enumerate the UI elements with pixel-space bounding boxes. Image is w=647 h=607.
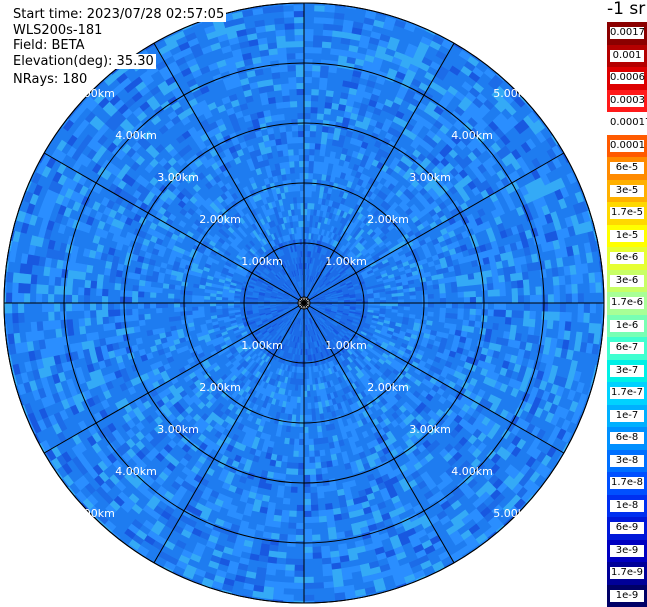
range-ring-label: 3.00km	[409, 423, 451, 436]
range-ring-labels: 1.00km 1.00km 1.00km 1.00km 2.00km 2.00km 2.00…	[73, 87, 535, 520]
nrays-label: NRays: 180	[11, 72, 90, 87]
colorbar-cell: 6e-8	[607, 427, 647, 450]
colorbar-cell: 0.0017	[607, 22, 647, 45]
colorbar-cell: 3e-5	[607, 179, 647, 202]
colorbar-cell: 0.00017	[607, 112, 647, 135]
instrument-label: WLS200s-181	[11, 23, 105, 38]
range-ring-label: 5.00km	[493, 87, 535, 100]
colorbar-label: 0.0003	[610, 94, 645, 107]
range-ring-label: 1.00km	[241, 339, 283, 352]
azimuth-spokes	[4, 3, 604, 603]
range-ring-label: 4.00km	[115, 465, 157, 478]
range-ring-label: 1.00km	[325, 339, 367, 352]
colorbar-label: 1e-6	[610, 319, 644, 332]
range-ring-label: 2.00km	[367, 381, 409, 394]
range-ring-label: 3.00km	[157, 171, 199, 184]
colorbar-cell: 3e-6	[607, 269, 647, 292]
colorbar-cell: 1.7e-9	[607, 562, 647, 585]
range-ring-label: 2.00km	[199, 213, 241, 226]
colorbar-label: 0.00017	[610, 117, 647, 130]
colorbar-cell: 0.0001	[607, 134, 647, 157]
range-ring-label: 1.00km	[241, 255, 283, 268]
colorbar-label: 1.7e-6	[610, 297, 644, 310]
colorbar-cell: 1.7e-5	[607, 202, 647, 225]
colorbar-label: 1.7e-9	[610, 567, 644, 580]
colorbar-label: 3e-9	[610, 544, 644, 557]
colorbar-cell: 1.7e-7	[607, 382, 647, 405]
colorbar-label: 1.7e-8	[610, 477, 644, 490]
colorbar-cell: 1e-9	[607, 584, 647, 607]
colorbar-cell: 1e-5	[607, 224, 647, 247]
colorbar-unit: -1 sr	[607, 0, 646, 19]
center-marker-tick	[301, 297, 305, 304]
colorbar-cell: 0.001	[607, 44, 647, 67]
range-ring-label: 5.00km	[73, 507, 115, 520]
azimuth-spoke	[153, 302, 305, 564]
colorbar-label: 3e-5	[610, 184, 644, 197]
colorbar-cell: 0.0006	[607, 67, 647, 90]
colorbar-label: 1.7e-7	[610, 387, 644, 400]
colorbar-cell: 1e-6	[607, 314, 647, 337]
colorbar-label: 6e-7	[610, 342, 644, 355]
colorbar-cell: 1e-8	[607, 494, 647, 517]
azimuth-spoke	[43, 152, 305, 304]
azimuth-spoke	[303, 302, 455, 564]
range-ring-label: 4.00km	[115, 129, 157, 142]
radar-center-marker	[297, 296, 311, 310]
colorbar-label: 3e-7	[610, 364, 644, 377]
range-ring-label: 4.00km	[451, 465, 493, 478]
colorbar-label: 6e-8	[610, 432, 644, 445]
start-time-label: Start time: 2023/07/28 02:57:05	[11, 7, 227, 22]
field-label: Field: BETA	[11, 38, 87, 53]
range-ring-label: 2.00km	[199, 381, 241, 394]
colorbar-cell: 3e-7	[607, 359, 647, 382]
range-ring-label: 2.00km	[367, 213, 409, 226]
azimuth-spoke	[303, 152, 565, 304]
colorbar-label: 6e-6	[610, 252, 644, 265]
colorbar: 0.0017 0.001 0.0006 0.0003 0.00017 0.0001 6e-5…	[607, 22, 647, 607]
radar-cell-group	[4, 3, 604, 603]
colorbar-label: 1.7e-5	[610, 207, 644, 220]
colorbar-label: 0.0001	[610, 139, 645, 152]
colorbar-cell: 6e-6	[607, 247, 647, 270]
radar-cell-group	[4, 5, 602, 603]
azimuth-spoke	[303, 302, 565, 454]
colorbar-cell: 3e-8	[607, 449, 647, 472]
range-ring-label: 4.00km	[451, 129, 493, 142]
range-ring-label: 3.00km	[409, 171, 451, 184]
colorbar-label: 6e-9	[610, 522, 644, 535]
colorbar-cell: 6e-5	[607, 157, 647, 180]
colorbar-cell: 6e-7	[607, 337, 647, 360]
azimuth-spoke	[43, 302, 305, 454]
colorbar-cell: 0.0003	[607, 89, 647, 112]
colorbar-cell: 1e-7	[607, 404, 647, 427]
azimuth-spoke	[303, 42, 455, 304]
elevation-label: Elevation(deg): 35.30	[11, 54, 156, 69]
colorbar-label: 0.0006	[610, 72, 645, 85]
colorbar-label: 3e-8	[610, 454, 644, 467]
colorbar-cell: 1.7e-6	[607, 292, 647, 315]
colorbar-label: 3e-6	[610, 274, 644, 287]
azimuth-spoke	[153, 42, 305, 304]
colorbar-cell: 6e-9	[607, 517, 647, 540]
colorbar-label: 1e-5	[610, 229, 644, 242]
colorbar-label: 1e-7	[610, 409, 644, 422]
range-ring-label: 5.00km	[493, 507, 535, 520]
colorbar-cell: 1.7e-8	[607, 472, 647, 495]
colorbar-label: 1e-9	[610, 589, 644, 602]
colorbar-label: 0.0017	[610, 27, 645, 40]
colorbar-label: 1e-8	[610, 499, 644, 512]
range-ring-label: 5.00km	[73, 87, 115, 100]
colorbar-label: 0.001	[610, 49, 644, 62]
range-ring-label: 1.00km	[325, 255, 367, 268]
colorbar-cell: 3e-9	[607, 539, 647, 562]
range-ring-label: 3.00km	[157, 423, 199, 436]
colorbar-label: 6e-5	[610, 162, 644, 175]
